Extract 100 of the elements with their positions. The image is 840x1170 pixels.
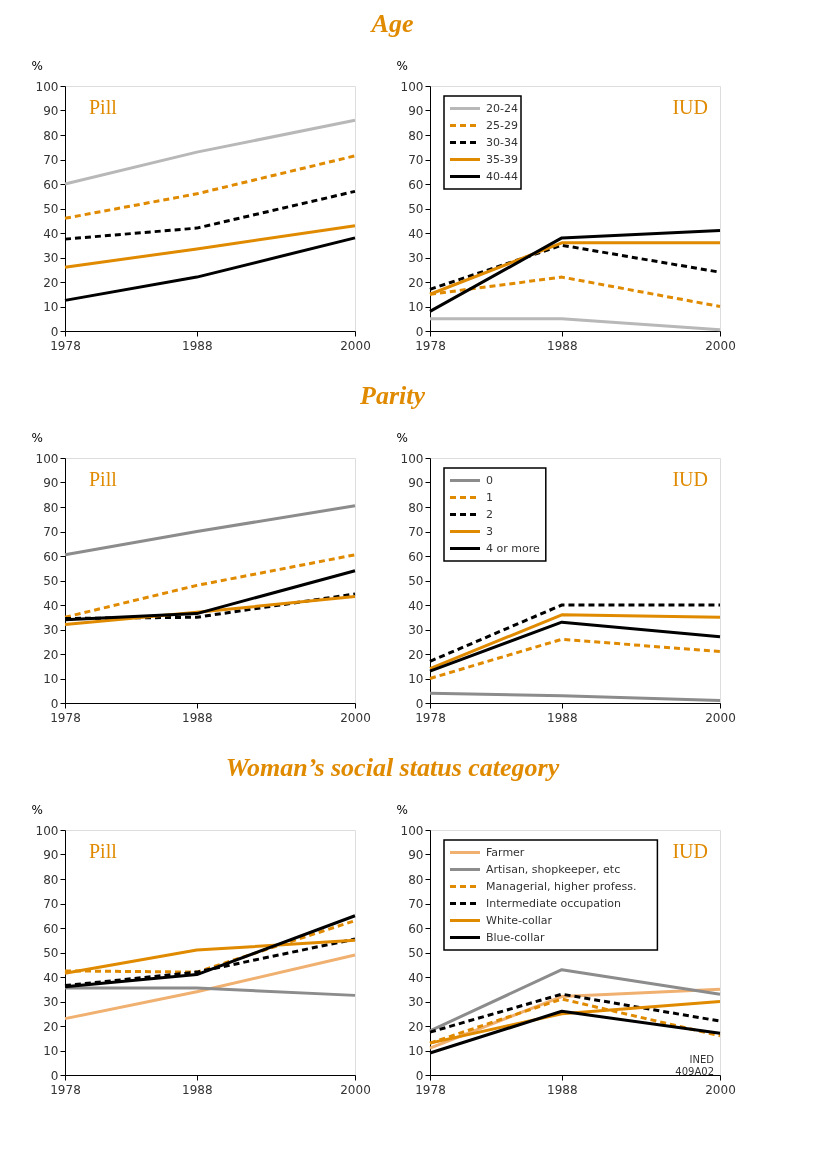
y-tick-label: 50 [408,946,424,960]
y-tick-label: 30 [43,251,59,265]
y-tick-label: 80 [408,128,424,143]
legend-label: 4 or more [486,541,540,555]
y-tick-label: 90 [43,104,59,118]
legend-label: 35-39 [486,152,518,166]
legend-label: 1 [486,490,493,504]
legend-label: 20-24 [486,101,518,115]
y-tick-label: 90 [43,848,59,862]
y-tick-label: 10 [408,1044,424,1058]
x-tick-label: 1978 [415,338,446,353]
y-tick-label: 70 [43,153,59,167]
y-tick-label: 10 [408,300,424,314]
x-tick-label: 1988 [547,710,578,725]
x-tick-label: 1988 [547,338,578,353]
chart-title: Age [369,9,414,38]
legend-label: 25-29 [486,118,518,132]
y-tick-label: 30 [43,623,59,637]
y-tick-label: 100 [35,451,59,466]
y-tick-label: 80 [43,128,59,143]
y-tick-label: 40 [43,970,59,985]
y-tick-label: 10 [43,1044,59,1058]
x-tick-label: 1988 [547,1082,578,1097]
y-tick-label: 30 [43,995,59,1009]
annotation: Pill [89,468,118,490]
y-tick-label: 40 [408,970,424,985]
y-tick-label: 40 [43,226,59,241]
annotation: IUD [672,840,708,862]
y-tick-label: 50 [43,202,59,216]
x-tick-label: 2000 [705,338,736,353]
y-axis-title: % [31,58,43,73]
y-tick-label: 60 [408,921,424,936]
y-tick-label: 60 [43,549,59,564]
y-tick-label: 10 [408,672,424,686]
legend-label: 0 [486,473,493,487]
x-tick-label: 2000 [705,1082,736,1097]
y-tick-label: 90 [43,476,59,490]
legend-label: 30-34 [486,135,518,149]
annotation: Pill [89,840,118,862]
y-tick-label: 90 [408,104,424,118]
y-tick-label: 20 [43,647,59,662]
y-tick-label: 80 [43,500,59,515]
x-tick-label: 2000 [340,338,371,353]
legend-label: Blue-collar [486,930,545,944]
y-tick-label: 10 [43,300,59,314]
y-axis-title: % [396,58,408,73]
y-tick-label: 0 [415,696,424,711]
legend-label: White-collar [486,913,553,927]
y-tick-label: 70 [43,525,59,539]
chart-title: Woman’s social status category [225,753,560,782]
y-tick-label: 30 [408,251,424,265]
y-tick-label: 100 [400,823,424,838]
y-axis-title: % [396,802,408,817]
annotation: IUD [672,96,708,118]
y-tick-label: 20 [408,647,424,662]
y-tick-label: 70 [408,153,424,167]
y-tick-label: 10 [43,672,59,686]
y-tick-label: 20 [408,1019,424,1034]
legend-label: Farmer [486,845,525,859]
y-tick-label: 20 [43,275,59,290]
annotation: Pill [89,96,118,118]
y-tick-label: 90 [408,848,424,862]
y-tick-label: 0 [50,1068,59,1083]
x-tick-label: 1978 [50,338,81,353]
y-tick-label: 70 [43,897,59,911]
legend-label: Artisan, shopkeeper, etc [486,862,621,876]
y-tick-label: 40 [408,226,424,241]
y-tick-label: 50 [43,946,59,960]
y-axis-title: % [31,430,43,445]
y-tick-label: 80 [408,872,424,887]
y-axis-title: % [396,430,408,445]
legend-label: 40-44 [486,169,518,183]
legend-label: Managerial, higher profess. [486,879,637,893]
y-tick-label: 100 [35,823,59,838]
x-tick-label: 1988 [182,710,213,725]
x-tick-label: 2000 [705,710,736,725]
y-tick-label: 50 [408,574,424,588]
y-tick-label: 80 [43,872,59,887]
y-tick-label: 0 [50,696,59,711]
x-tick-label: 1978 [415,1082,446,1097]
y-tick-label: 100 [400,451,424,466]
legend-label: 2 [486,507,493,521]
y-tick-label: 100 [400,79,424,94]
annotation: IUD [672,468,708,490]
y-tick-label: 60 [43,921,59,936]
x-tick-label: 2000 [340,1082,371,1097]
y-tick-label: 40 [408,598,424,613]
x-tick-label: 2000 [340,710,371,725]
y-tick-label: 30 [408,995,424,1009]
x-tick-label: 1988 [182,338,213,353]
y-axis-title: % [31,802,43,817]
y-tick-label: 50 [43,574,59,588]
y-tick-label: 30 [408,623,424,637]
y-tick-label: 0 [50,324,59,339]
x-tick-label: 1978 [50,710,81,725]
legend-label: 3 [486,524,493,538]
y-tick-label: 60 [43,177,59,192]
annotation: INED 409A02 [675,1054,715,1077]
y-tick-label: 70 [408,897,424,911]
y-tick-label: 20 [408,275,424,290]
